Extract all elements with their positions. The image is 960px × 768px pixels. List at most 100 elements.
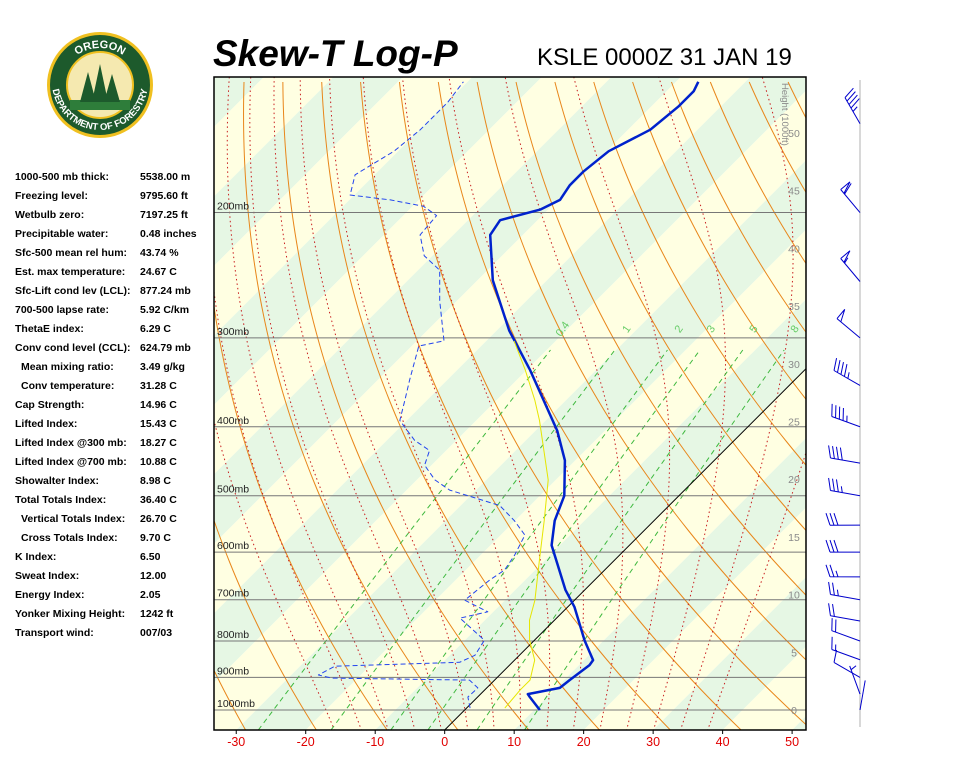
wind-barb (836, 309, 861, 339)
moist-adiabat (214, 287, 362, 730)
mixing-ratio-line (390, 349, 668, 730)
moist-adiabat (299, 77, 469, 730)
isotherm-band (583, 507, 806, 730)
index-value: 18.27 C (140, 437, 177, 449)
index-label: Yonker Mixing Height: (15, 608, 125, 620)
index-value: 1242 ft (140, 608, 174, 620)
index-label: 1000-500 mb thick: (15, 171, 109, 183)
logo-ground (70, 100, 130, 110)
y-tick-label: 800mb (217, 629, 249, 641)
mixing-ratio-label: 1 (620, 323, 633, 335)
y-tick-label: 500mb (217, 484, 249, 496)
index-label: ThetaE index: (15, 323, 84, 335)
wind-barb (849, 665, 861, 695)
plot-grid (214, 77, 806, 730)
logo-trees (80, 64, 120, 102)
index-label: Conv temperature: (21, 380, 114, 392)
mixing-ratio-label: 3 (705, 323, 718, 335)
wind-barb (833, 649, 861, 678)
isotherm-band (375, 299, 806, 730)
index-value: 10.88 C (140, 456, 177, 468)
wind-barb (828, 445, 861, 464)
plot-soundings (317, 81, 700, 711)
wind-barb (833, 357, 861, 386)
y-tick-label: 200mb (217, 201, 249, 213)
title: Skew-T Log-P (213, 33, 458, 74)
index-label: Sweat Index: (15, 570, 79, 582)
wind-barb (825, 539, 861, 553)
index-value: 5.92 C/km (140, 304, 189, 316)
sounding-line (488, 81, 700, 711)
y2-tick-label: 10 (788, 590, 800, 602)
index-value: 43.74 % (140, 247, 179, 259)
moist-adiabat (573, 77, 671, 730)
moist-adiabat (504, 77, 624, 730)
index-value: 877.24 mb (140, 285, 191, 297)
dry-adiabat (748, 81, 806, 194)
index-label: Vertical Totals Index: (21, 513, 125, 525)
y2-tick-label: 40 (788, 243, 800, 255)
x-tick-label: 50 (785, 735, 799, 749)
index-label: Cross Totals Index: (21, 532, 118, 544)
dry-adiabat (632, 81, 806, 401)
index-label: Precipitable water: (15, 228, 108, 240)
y-tick-label: 600mb (217, 540, 249, 552)
index-label: Conv cond level (CCL): (15, 342, 131, 354)
x-tick-label: -10 (366, 735, 384, 749)
index-value: 31.28 C (140, 380, 177, 392)
dry-adiabat (321, 81, 600, 730)
mixing-ratio-label: 8 (788, 323, 801, 335)
moist-adiabat (226, 77, 389, 730)
mixing-ratio-line (524, 349, 785, 730)
y-tick-label: 400mb (217, 415, 249, 427)
wind-barb (831, 403, 861, 428)
indices-panel: 1000-500 mb thick: 5538.00 m Freezing leve… (15, 171, 197, 639)
mixing-ratio-line (427, 349, 701, 730)
dry-adiabat (360, 81, 671, 730)
wind-barb (840, 250, 861, 282)
y-tick-label: 300mb (217, 326, 249, 338)
index-label: Freezing level: (15, 190, 88, 202)
mixing-ratio-label: 5 (747, 323, 760, 335)
wind-barb (844, 87, 861, 124)
wind-barbs (825, 80, 866, 727)
index-value: 6.50 (140, 551, 161, 563)
index-value: 7197.25 ft (140, 209, 188, 221)
index-value: 24.67 C (140, 266, 177, 278)
index-value: 9.70 C (140, 532, 171, 544)
index-value: 3.49 g/kg (140, 361, 185, 373)
dry-adiabat (214, 303, 388, 730)
index-value: 5538.00 m (140, 171, 190, 183)
isotherm-band (792, 716, 806, 730)
dry-adiabat (476, 81, 806, 661)
index-label: Est. max temperature: (15, 266, 125, 278)
dry-adiabat (243, 81, 459, 730)
wind-barb (859, 680, 866, 711)
sounding-line (317, 81, 526, 709)
x-tick-label: 10 (507, 735, 521, 749)
dry-adiabat (398, 81, 742, 730)
index-value: 8.98 C (140, 475, 171, 487)
index-value: 6.29 C (140, 323, 171, 335)
index-label: Wetbulb zero: (15, 209, 84, 221)
index-label: Total Totals Index: (15, 494, 106, 506)
index-label: 700-500 lapse rate: (15, 304, 109, 316)
index-value: 9795.60 ft (140, 190, 188, 202)
y2-tick-label: 0 (791, 705, 797, 717)
wind-barb (831, 618, 861, 642)
index-value: 36.40 C (140, 494, 177, 506)
wind-barb (825, 513, 861, 526)
x-tick-label: -30 (227, 735, 245, 749)
y-tick-label: 1000mb (217, 698, 255, 710)
plot-frame (213, 76, 807, 731)
logo: OREGON DEPARTMENT OF FORESTRY (47, 32, 153, 138)
index-label: Mean mixing ratio: (21, 361, 114, 373)
x-tick-label: -20 (297, 735, 315, 749)
isotherm-band (214, 77, 806, 683)
isotherm-band (653, 577, 806, 730)
isotherm-band (305, 229, 806, 730)
dry-adiabat (671, 81, 806, 334)
moist-adiabat (448, 77, 584, 730)
